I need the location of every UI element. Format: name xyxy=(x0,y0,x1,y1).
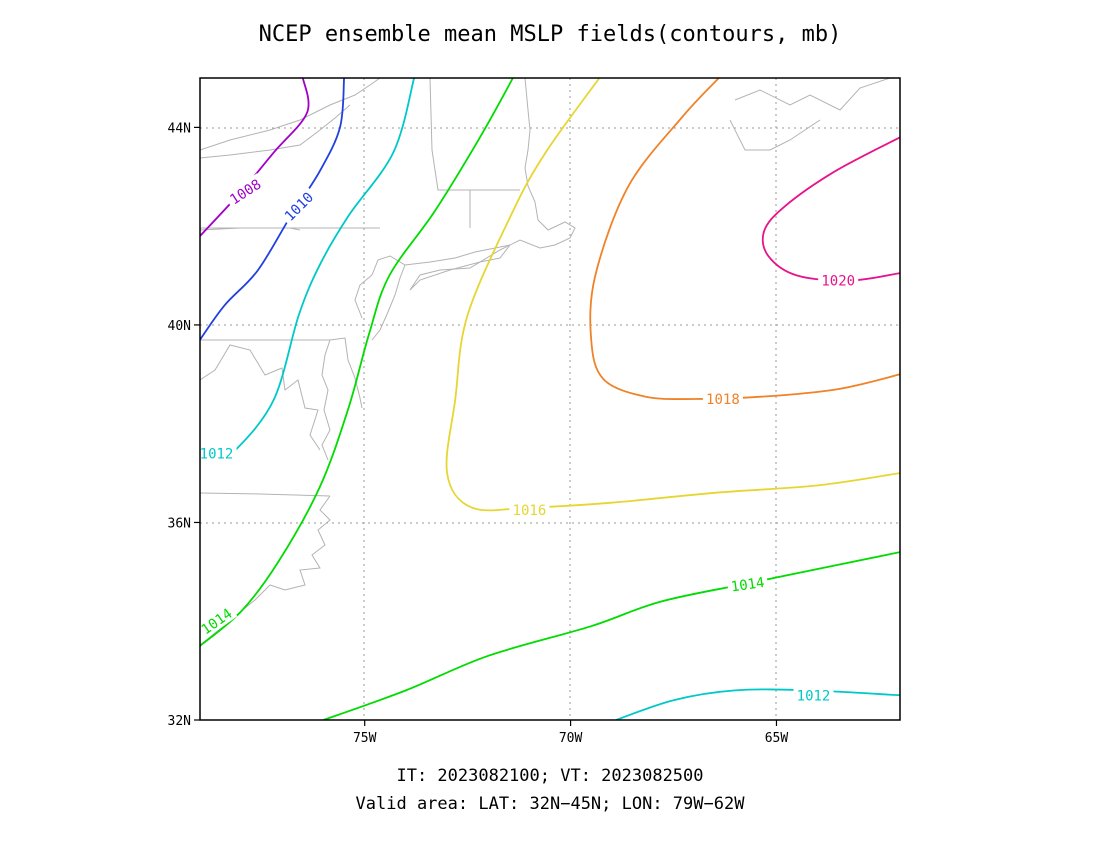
isobar-label-group-c1020-0: 1020 xyxy=(818,271,859,290)
isobar-label-group-c1016-0: 1016 xyxy=(509,501,550,519)
isobar-label-bg-c1014a-0 xyxy=(200,602,238,640)
lat-tick-label-44: 44N xyxy=(168,121,191,136)
isobar-c1008 xyxy=(200,78,310,237)
isobar-label-c1020-0: 1020 xyxy=(821,274,855,290)
lon-tick-label-75: 75W xyxy=(353,731,377,746)
isobar-label-bg-c1010-0 xyxy=(278,185,319,227)
coastline-lake-ontario xyxy=(200,104,351,159)
isobar-label-bg-c1012b-0 xyxy=(793,686,834,704)
footer-area: Valid area: LAT: 32N−45N; LON: 79W−62W xyxy=(356,794,746,814)
isobar-label-group-c1014b-0: 1014 xyxy=(726,572,769,596)
isobar-label-group-c1012b-0: 1012 xyxy=(793,686,834,704)
figure-title: NCEP ensemble mean MSLP fields(contours,… xyxy=(259,22,842,47)
lat-tick-label-36: 36N xyxy=(168,516,191,531)
coastline-new-england xyxy=(409,78,576,291)
isobar-label-c1018-0: 1018 xyxy=(706,392,740,408)
isobar-c1018 xyxy=(589,78,900,400)
isobar-label-bg-c1018-0 xyxy=(702,390,743,407)
map-background xyxy=(200,78,900,720)
isobar-label-bg-c1008-0 xyxy=(223,173,267,210)
isobar-label-bg-c1014b-0 xyxy=(726,572,769,595)
axis-layer: 32N 36N 40N 44N 75W 70W 65W xyxy=(168,121,789,746)
footer-times: IT: 2023082100; VT: 2023082500 xyxy=(396,766,703,786)
coastline-delmarva xyxy=(344,337,363,409)
isobar-c1016 xyxy=(445,78,900,512)
isobar-label-c1012a-0: 1012 xyxy=(200,446,234,462)
graticule xyxy=(200,78,900,720)
lon-tick-label-70: 70W xyxy=(559,731,583,746)
lat-tick-label-32: 32N xyxy=(168,714,191,729)
coastline-lakes-north xyxy=(200,78,381,151)
boundary-ne-states xyxy=(429,78,520,191)
isobar-c1014a xyxy=(200,78,514,647)
coastline-nj xyxy=(354,255,406,341)
coastline-va xyxy=(200,344,321,451)
isobar-c1012b xyxy=(615,688,900,720)
isobar-label-group-c1018-0: 1018 xyxy=(702,390,743,408)
isobar-label-c1012b-0: 1012 xyxy=(797,688,831,704)
isobar-label-bg-c1016-0 xyxy=(509,501,550,519)
isobar-label-bg-c1020-0 xyxy=(818,271,859,289)
boundary-va-nc xyxy=(200,492,331,497)
lon-tick-label-65: 65W xyxy=(765,731,789,746)
isobar-c1012a xyxy=(220,78,415,455)
isobar-label-c1016-0: 1016 xyxy=(513,503,547,519)
coastline-nova-scotia xyxy=(729,119,821,151)
isobar-c1014b xyxy=(323,551,900,720)
isobar-label-c1014b-0: 1014 xyxy=(730,575,766,596)
isobar-label-group-c1012a-0: 1012 xyxy=(200,444,237,462)
isobar-label-bg-c1012a-0 xyxy=(200,444,237,462)
map-frame xyxy=(199,77,901,721)
coastline-chesapeake xyxy=(321,339,331,461)
lat-tick-label-40: 40N xyxy=(168,319,191,334)
coastline-maritimes xyxy=(734,78,891,111)
